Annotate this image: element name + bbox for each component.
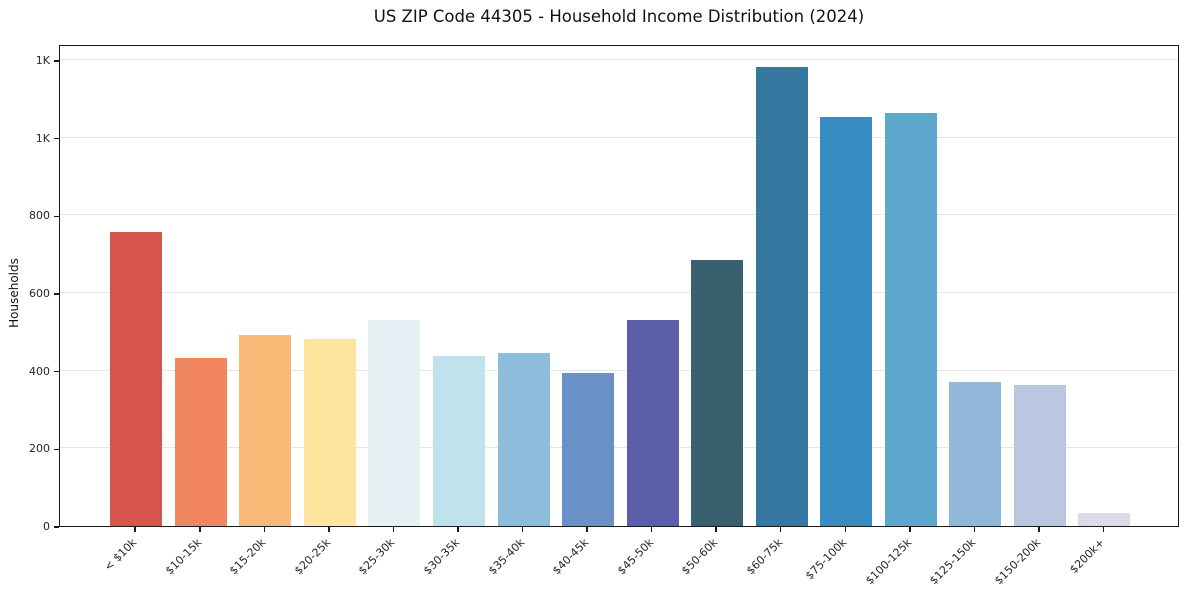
bar-30-35k: [432, 355, 485, 526]
x-tick-mark-4: [392, 527, 395, 532]
x-tick-mark-13: [973, 527, 976, 532]
gridline-400: [60, 369, 1178, 371]
chart-title: US ZIP Code 44305 - Household Income Dis…: [373, 7, 865, 26]
gridline-800: [60, 214, 1178, 216]
x-tick-mark-2: [263, 527, 266, 532]
gridline-200: [60, 447, 1178, 449]
x-tick-mark-7: [586, 527, 588, 532]
bar-25-30k: [368, 319, 421, 526]
x-tick-mark-14: [1038, 527, 1040, 532]
bar-10-15k: [174, 357, 227, 526]
bar-200k: [1078, 513, 1131, 526]
bar-50-60k: [691, 260, 744, 526]
y-tick-mark-400: [54, 370, 59, 373]
bar-60-75k: [755, 66, 808, 526]
x-tick-mark-11: [844, 527, 846, 532]
y-tick-mark-200: [54, 448, 59, 451]
y-tick-mark-0: [54, 526, 59, 528]
bar-35-40k: [497, 352, 550, 526]
bar-100-125k: [884, 112, 937, 526]
y-tick-label-1000: 1K: [35, 131, 50, 145]
bar-125-150k: [949, 382, 1002, 526]
y-tick-mark-1000: [54, 137, 59, 140]
y-tick-mark-800: [54, 215, 59, 218]
bar-75-100k: [820, 117, 873, 526]
x-tick-mark-3: [328, 527, 330, 532]
x-tick-mark-10: [779, 527, 782, 532]
bar-150-200k: [1013, 385, 1066, 526]
x-tick-mark-5: [457, 527, 459, 532]
bar-10k: [110, 231, 163, 526]
x-tick-mark-15: [1102, 527, 1105, 532]
y-tick-label-0: 0: [43, 520, 50, 533]
bar-40-45k: [562, 373, 615, 526]
bar-20-25k: [303, 338, 356, 526]
gridline-600: [60, 291, 1178, 293]
y-tick-mark-1200: [54, 60, 59, 62]
bar-15-20k: [239, 335, 292, 526]
plot-area: [59, 45, 1179, 527]
y-tick-label-400: 400: [29, 364, 50, 378]
y-tick-label-800: 800: [29, 209, 50, 223]
x-tick-mark-9: [715, 527, 717, 532]
y-tick-label-600: 600: [29, 286, 50, 300]
gridline-1200: [60, 58, 1178, 60]
bar-45-50k: [626, 320, 679, 526]
x-tick-mark-8: [650, 527, 653, 532]
x-tick-mark-1: [199, 527, 201, 532]
x-tick-label-0: < $10k: [101, 536, 140, 574]
y-tick-label-200: 200: [29, 442, 50, 456]
x-tick-mark-6: [521, 527, 524, 532]
x-tick-mark-0: [134, 527, 136, 532]
x-tick-mark-12: [909, 527, 911, 532]
y-tick-mark-600: [54, 293, 59, 295]
gridline-1000: [60, 136, 1178, 138]
y-tick-label-1200: 1K: [35, 53, 50, 67]
